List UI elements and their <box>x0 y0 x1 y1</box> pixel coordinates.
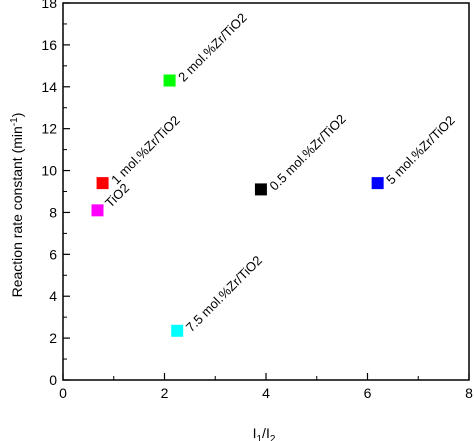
y-tick-label: 10 <box>41 163 57 179</box>
data-point <box>96 177 109 190</box>
y-tick-label: 0 <box>49 372 57 388</box>
data-point <box>254 183 267 196</box>
x-tick-label: 2 <box>161 385 169 401</box>
y-axis-title: Reaction rate constant (min-1) <box>9 113 25 298</box>
x-tick-label: 6 <box>364 385 372 401</box>
data-point-label: 5 mol.%Zr/TiO2 <box>383 113 458 188</box>
data-point <box>371 177 384 190</box>
x-tick-label: 4 <box>262 385 270 401</box>
y-tick-label: 6 <box>49 246 57 262</box>
y-tick-label: 8 <box>49 204 57 220</box>
data-point <box>171 324 184 337</box>
data-point-label: 2 mol.%Zr/TiO2 <box>175 10 250 85</box>
data-point-label: 1 mol.%Zr/TiO2 <box>108 113 183 188</box>
x-axis-title: I1/I2 <box>253 425 276 441</box>
y-tick-label: 2 <box>49 330 57 346</box>
y-tick-label: 14 <box>41 79 57 95</box>
axis-ticks <box>62 2 470 381</box>
data-point-label: 0.5 mol.%Zr/TiO2 <box>266 111 348 193</box>
data-point <box>163 74 176 87</box>
data-points <box>91 74 384 337</box>
x-tick-label: 8 <box>465 385 473 401</box>
y-tick-label: 16 <box>41 37 57 53</box>
y-tick-label: 4 <box>49 288 57 304</box>
data-point <box>91 204 104 217</box>
y-tick-label: 12 <box>41 121 57 137</box>
data-point-label: 7.5 mol.%Zr/TiO2 <box>183 253 265 335</box>
x-tick-label: 0 <box>59 385 67 401</box>
axis-tick-labels: 0 2 4 6 8 0 2 4 6 8 10 12 14 16 18 <box>41 0 473 401</box>
y-tick-label: 18 <box>41 0 57 11</box>
